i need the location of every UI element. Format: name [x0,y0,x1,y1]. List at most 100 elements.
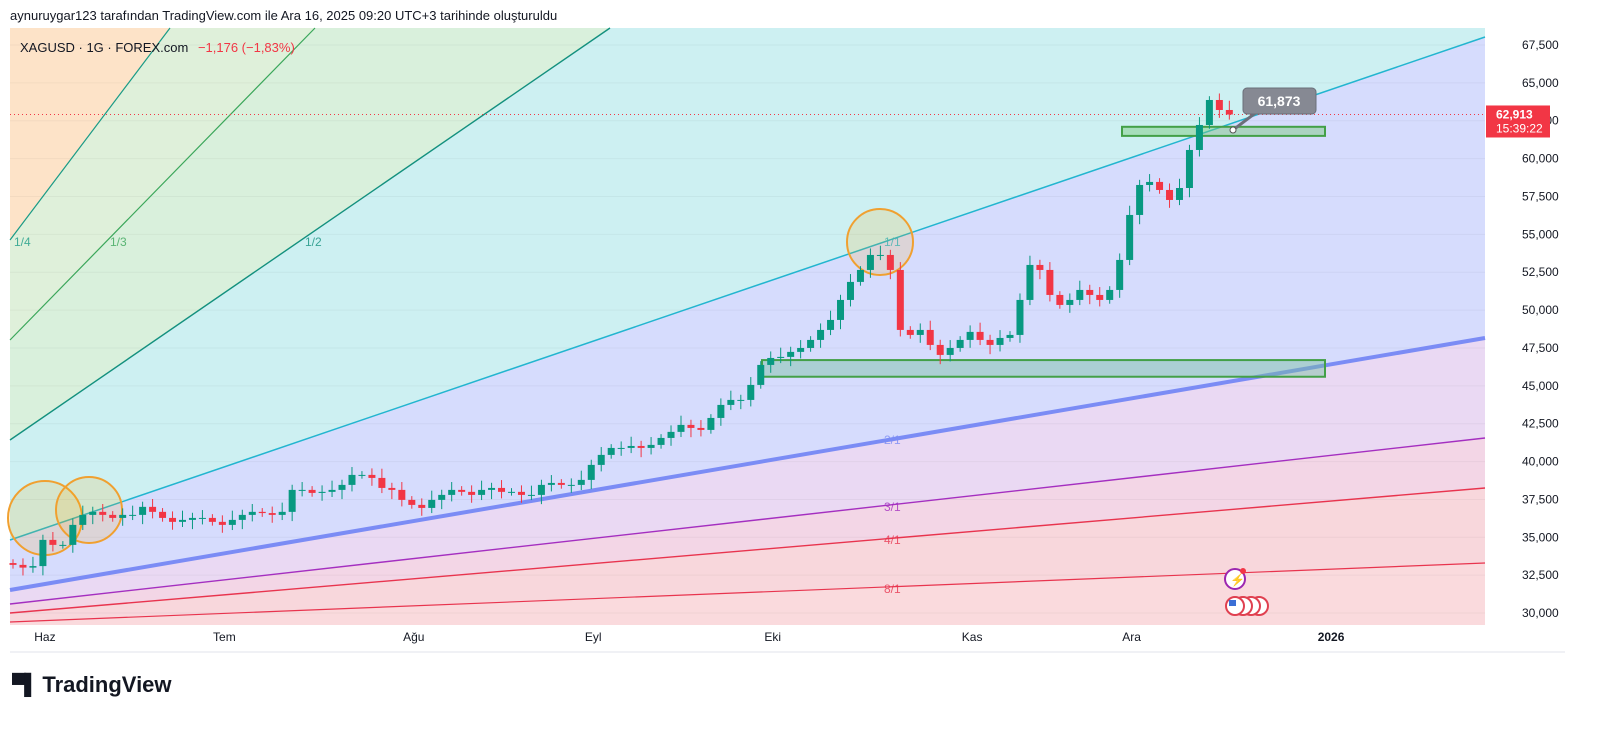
gann-line [9,487,1486,614]
candle-body [488,487,496,490]
candle [876,245,884,261]
candle [248,503,256,522]
candle-body [109,514,117,518]
candle-body [1056,294,1064,305]
candle [169,511,177,530]
candle-body [508,491,515,493]
callout-text: 61,873 [1258,93,1301,109]
candle [677,415,685,438]
candle [388,482,396,500]
candle-body [866,254,874,270]
candle-body [797,347,805,352]
candle [478,480,486,501]
candle [468,485,476,503]
candle [318,485,326,501]
candle [1076,280,1084,306]
candle [747,377,755,407]
y-tick-label: 40,000 [1522,455,1559,469]
candle [557,479,565,489]
y-tick-label: 60,000 [1522,152,1559,166]
candle-body [627,445,635,448]
candle [807,336,815,352]
candle-body [1175,187,1183,200]
candle [1096,287,1104,307]
y-tick-label: 37,500 [1522,492,1559,506]
gann-label: 2/1 [884,433,901,447]
candle-body [717,404,725,418]
tv-logo-icon: ▀▌ [12,673,38,696]
candle [1126,205,1134,266]
candle-body [468,491,476,495]
candle [1036,259,1044,280]
candle-body [976,331,984,340]
x-tick-label: Tem [213,630,236,644]
candle-body [986,339,994,345]
gann-label: 1/3 [110,235,127,249]
gann-fan-zone [10,28,1485,340]
gann-line [9,27,171,241]
candle-body [29,566,37,568]
candle-body [787,351,795,357]
candle-body [89,511,97,515]
candle-body [428,499,436,508]
candle [1156,178,1164,194]
candle [667,425,675,446]
candle [508,488,515,496]
candle [408,496,416,509]
candle-body [906,329,914,335]
candle [448,482,456,502]
candle [149,498,157,519]
gann-line [9,437,1486,605]
candle [1086,284,1094,305]
candle-body [1185,149,1193,188]
callout-box [1242,87,1317,115]
candle-body [757,364,765,385]
candle-body [378,477,386,488]
y-tick-label: 57,500 [1522,189,1559,203]
candle [159,508,167,522]
candle-body [39,539,47,567]
candle-body [1076,289,1084,300]
candle [308,486,316,497]
candle-body [358,474,366,476]
candle [29,556,37,573]
symbol-legend[interactable]: XAGUSD · 1G · FOREX.com −1,176 (−1,83%) [20,40,295,55]
candle-body [268,513,276,515]
candle-body [348,474,356,485]
candle-body [837,299,845,320]
candle-body [647,444,655,448]
y-tick-label: 65,000 [1522,76,1559,90]
candle [817,323,825,348]
candle [378,468,386,494]
candle [956,336,964,352]
candle [767,351,775,373]
price-change: −1,176 (−1,83%) [197,40,295,55]
candle [139,501,147,525]
candle-body [119,514,127,518]
candle-body [1086,289,1094,295]
candle [1175,178,1183,206]
candle-body [139,506,147,515]
candle-body [946,347,954,355]
gann-line [9,36,1486,541]
candle [597,447,605,472]
gann-label: 1/2 [305,235,322,249]
candle-body [687,424,695,428]
candle-body [1036,264,1044,270]
candle-body [1126,214,1134,260]
tradingview-logo[interactable]: ▀▌ TradingView [12,672,172,698]
candle [587,459,595,490]
candle-body [607,447,615,455]
candle [717,398,725,426]
y-tick-label: 45,000 [1522,379,1559,393]
candle [707,414,715,434]
candle [1026,255,1034,306]
candle-body [856,269,864,282]
candle [926,320,934,351]
candle [288,484,296,522]
candle [617,441,625,456]
candle [896,262,904,337]
gann-fan-zone [10,28,1485,440]
